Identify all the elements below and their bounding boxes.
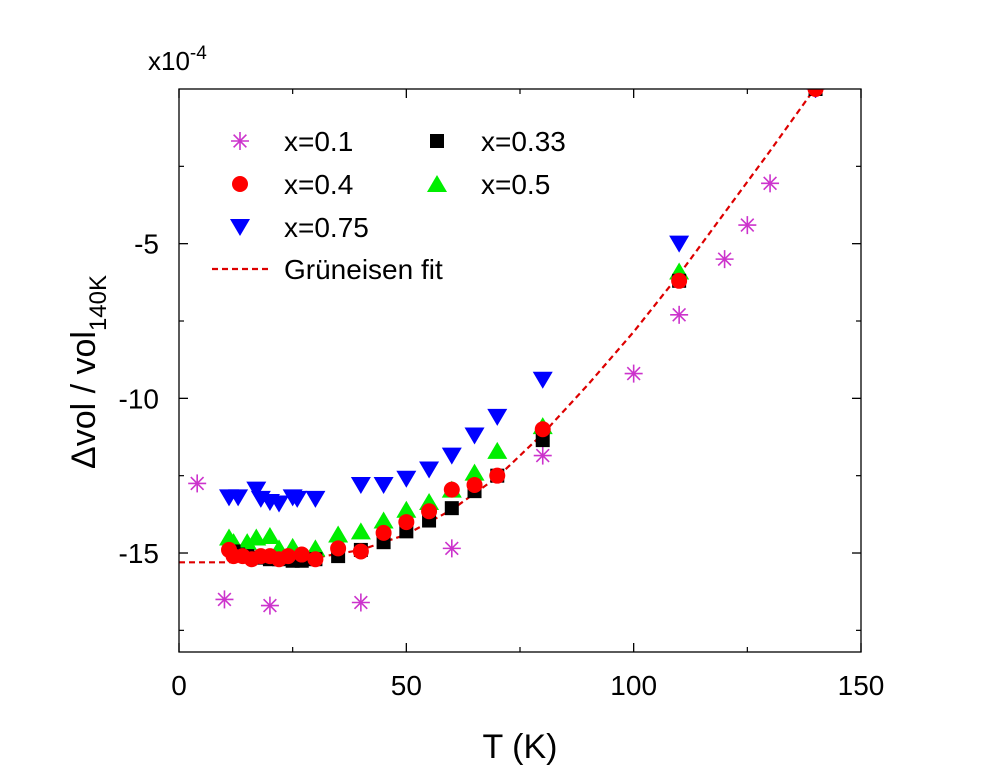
legend-label: x=0.75 — [284, 212, 369, 243]
data-layer — [179, 89, 825, 615]
data-point — [534, 421, 551, 438]
data-point — [396, 500, 417, 518]
x-tick-label: 150 — [838, 670, 885, 701]
legend-marker — [430, 134, 444, 148]
legend-marker — [230, 219, 250, 236]
legend-marker — [231, 132, 249, 150]
data-point — [330, 540, 347, 557]
data-point — [373, 476, 394, 494]
data-point — [441, 447, 462, 465]
data-point — [535, 433, 550, 448]
data-point — [287, 490, 308, 508]
legend-marker — [232, 176, 248, 192]
data-point — [761, 174, 780, 193]
data-point — [464, 463, 485, 481]
data-point — [398, 514, 415, 531]
data-point — [421, 503, 438, 520]
legend-label: x=0.5 — [481, 169, 550, 200]
legend-label: x=0.33 — [481, 126, 566, 157]
legend: x=0.1 x=0.33 x=0.4 x=0.5 x=0.75 Grüneisen fit — [212, 126, 566, 285]
data-point — [305, 490, 326, 508]
data-point — [373, 511, 394, 529]
data-point — [444, 501, 459, 516]
data-point — [307, 551, 324, 568]
data-point — [419, 461, 440, 479]
legend-item: Grüneisen fit — [212, 254, 443, 285]
data-point — [396, 470, 417, 488]
data-point — [237, 533, 258, 551]
data-point — [443, 481, 460, 498]
y-tick-label: -10 — [119, 383, 159, 414]
data-point — [532, 371, 553, 389]
y-tick-label: -5 — [134, 229, 159, 260]
x-axis-title: T (K) — [483, 728, 558, 766]
data-point — [375, 524, 392, 541]
data-point — [464, 427, 485, 445]
data-point — [350, 476, 371, 494]
data-point — [328, 525, 349, 543]
data-point — [351, 593, 370, 612]
data-point — [624, 364, 643, 383]
data-point — [246, 481, 267, 499]
data-point — [269, 495, 290, 513]
x-tick-label: 0 — [171, 670, 187, 701]
legend-item: x=0.5 — [427, 169, 550, 200]
data-point — [442, 539, 461, 558]
data-point — [671, 272, 688, 289]
data-point — [487, 408, 508, 426]
data-point — [350, 522, 371, 540]
data-point — [533, 446, 552, 465]
data-point — [715, 250, 734, 269]
data-point — [305, 539, 326, 557]
data-point — [466, 476, 483, 493]
series-x=0.1 — [188, 89, 825, 615]
data-point — [260, 596, 279, 615]
x-tick-label: 50 — [391, 670, 422, 701]
y-multiplier: x10-4 — [148, 43, 207, 76]
axis-ticks: 0 50 100 150 -15 -10 -5 — [119, 89, 885, 701]
y-tick-label: -15 — [119, 538, 159, 569]
data-point — [280, 548, 297, 565]
x-tick-label: 100 — [610, 670, 657, 701]
series-x=0.75 — [219, 89, 821, 513]
legend-marker — [427, 175, 447, 192]
data-point — [738, 216, 757, 235]
y-axis-title: Δvol / vol140K — [65, 275, 112, 469]
data-point — [669, 235, 690, 253]
data-point — [215, 590, 234, 609]
legend-item: x=0.4 — [232, 169, 353, 200]
data-point — [352, 543, 369, 560]
data-point — [259, 526, 280, 544]
legend-label: Grüneisen fit — [284, 254, 443, 285]
legend-label: x=0.1 — [284, 126, 353, 157]
legend-label: x=0.4 — [284, 169, 353, 200]
series-x=0.4 — [221, 89, 824, 568]
legend-item: x=0.1 — [231, 126, 353, 157]
data-point — [228, 489, 249, 507]
data-point — [246, 528, 267, 546]
data-point — [670, 305, 689, 324]
fit-line — [179, 89, 816, 564]
data-point — [807, 89, 824, 97]
data-point — [489, 467, 506, 484]
data-point — [487, 441, 508, 459]
data-point — [293, 546, 310, 563]
data-point — [188, 474, 207, 493]
legend-item: x=0.33 — [430, 126, 566, 157]
legend-item: x=0.75 — [230, 212, 369, 243]
